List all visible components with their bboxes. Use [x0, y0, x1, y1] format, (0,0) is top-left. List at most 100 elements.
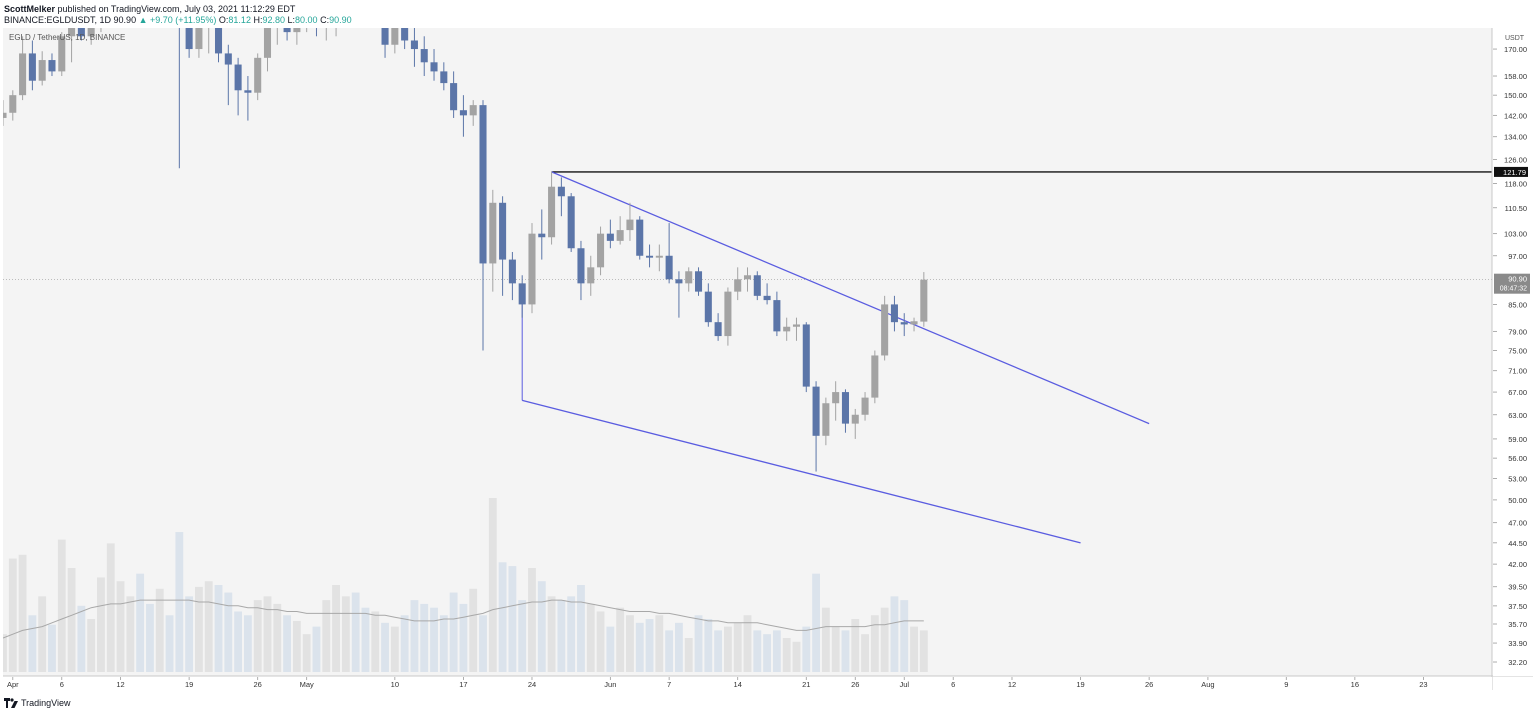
volume-ma-line	[2, 599, 924, 639]
volume-bar	[518, 600, 527, 672]
volume-bar	[684, 637, 693, 672]
volume-bar	[841, 630, 850, 672]
published-text: published on TradingView.com, July 03, 2…	[55, 4, 296, 14]
volume-bar	[880, 607, 889, 672]
volume-bar	[116, 581, 125, 672]
price-tick-label: 39.50	[1508, 583, 1527, 592]
volume-bar	[410, 600, 419, 672]
candle-up	[734, 279, 742, 292]
candle-down	[694, 271, 703, 292]
candle-down	[244, 90, 252, 93]
high-label: H:	[253, 15, 263, 25]
candle-up	[0, 112, 7, 118]
resistance-badge	[1494, 166, 1528, 177]
volume-bar	[175, 532, 184, 672]
price-tick-label: 63.00	[1508, 411, 1527, 420]
volume-bar	[8, 558, 17, 672]
currency-label[interactable]: USDT	[1505, 35, 1525, 42]
candle-up	[626, 219, 634, 231]
volume-bar	[812, 573, 820, 672]
volume-layer	[0, 498, 928, 672]
volume-bar	[420, 603, 429, 672]
time-tick-label: 12	[1008, 680, 1016, 689]
candle-down	[381, 26, 389, 45]
volume-bar	[635, 622, 644, 672]
volume-bar	[861, 634, 869, 672]
volume-bar	[900, 600, 909, 672]
price-tick-label: 85.00	[1508, 300, 1527, 309]
volume-bar	[459, 603, 468, 672]
candle-up	[832, 392, 840, 404]
volume-bar	[469, 588, 478, 672]
volume-bar	[586, 603, 595, 672]
time-tick-label: 9	[1284, 680, 1288, 689]
candle-up	[19, 53, 27, 96]
time-tick-label: Apr	[7, 680, 19, 689]
tradingview-brand[interactable]: TradingView	[21, 698, 71, 708]
time-tick-label: 14	[734, 680, 742, 689]
volume-bar	[0, 634, 7, 672]
volume-bar	[57, 539, 66, 672]
volume-bar	[694, 615, 703, 672]
chart-legend[interactable]: EGLD / TetherUS, 1D, BINANCE	[9, 33, 125, 42]
time-axis[interactable]	[3, 677, 1492, 690]
price-axis[interactable]	[1493, 28, 1533, 676]
volume-bar	[341, 596, 350, 672]
volume-bar	[851, 619, 860, 672]
candle-up	[254, 57, 262, 93]
candle-down	[450, 83, 458, 111]
price-chart[interactable]: 170.00 158.00 150.00 142.00 134.00 126.00 118.…	[0, 26, 1533, 690]
candle-down	[606, 233, 614, 241]
time-tick-label: Jun	[604, 680, 616, 689]
price-tick-label: 150.00	[1504, 91, 1527, 100]
close-label: C:	[320, 15, 330, 25]
candle-down	[567, 196, 575, 249]
volume-bar	[479, 615, 487, 672]
candle-up	[616, 230, 624, 241]
time-tick-label: 6	[951, 680, 955, 689]
volume-bar	[126, 596, 135, 672]
price-tick-label: 142.00	[1504, 111, 1527, 120]
volume-bar	[165, 615, 174, 672]
candle-down	[704, 291, 712, 323]
candle-up	[792, 324, 801, 327]
candle-down	[841, 392, 849, 424]
volume-bar	[743, 615, 752, 672]
time-tick-label: 12	[116, 680, 124, 689]
volume-bar	[498, 562, 507, 672]
volume-bar	[449, 592, 458, 672]
candle-down	[479, 105, 487, 264]
volume-bar	[351, 592, 360, 672]
close-value: 90.90	[329, 15, 352, 25]
volume-bar	[567, 596, 576, 672]
candle-up	[871, 355, 879, 398]
candle-up	[743, 275, 752, 280]
price-tick-label: 32.20	[1508, 658, 1527, 667]
candle-up	[469, 105, 477, 116]
candle-down	[508, 259, 516, 284]
candle-down	[557, 186, 565, 197]
tradingview-logo-icon[interactable]	[4, 698, 18, 708]
price-tick-label: 126.00	[1504, 155, 1527, 164]
volume-bar	[645, 619, 654, 672]
volume-bar	[792, 641, 801, 672]
author-name[interactable]: ScottMelker	[4, 4, 56, 14]
candle-down	[773, 300, 781, 332]
volume-bar	[508, 566, 517, 672]
volume-bar	[292, 620, 301, 672]
volume-bar	[302, 634, 311, 672]
publish-info: ScottMelker published on TradingView.com…	[4, 4, 295, 14]
time-tick-label: 19	[1076, 680, 1084, 689]
price-tick-label: 42.00	[1508, 560, 1527, 569]
time-tick-label: 26	[1145, 680, 1153, 689]
volume-bar	[753, 630, 762, 672]
candle-up	[263, 28, 272, 58]
volume-bar	[155, 588, 164, 672]
volume-bar	[77, 605, 86, 672]
countdown-label: 08:47:32	[1500, 286, 1527, 293]
chart-container[interactable]: 170.00 158.00 150.00 142.00 134.00 126.00 118.…	[0, 26, 1533, 690]
price-tick-label: 71.00	[1508, 367, 1527, 376]
candle-up	[655, 255, 663, 258]
candle-up	[38, 60, 46, 81]
candle-down	[48, 60, 56, 72]
